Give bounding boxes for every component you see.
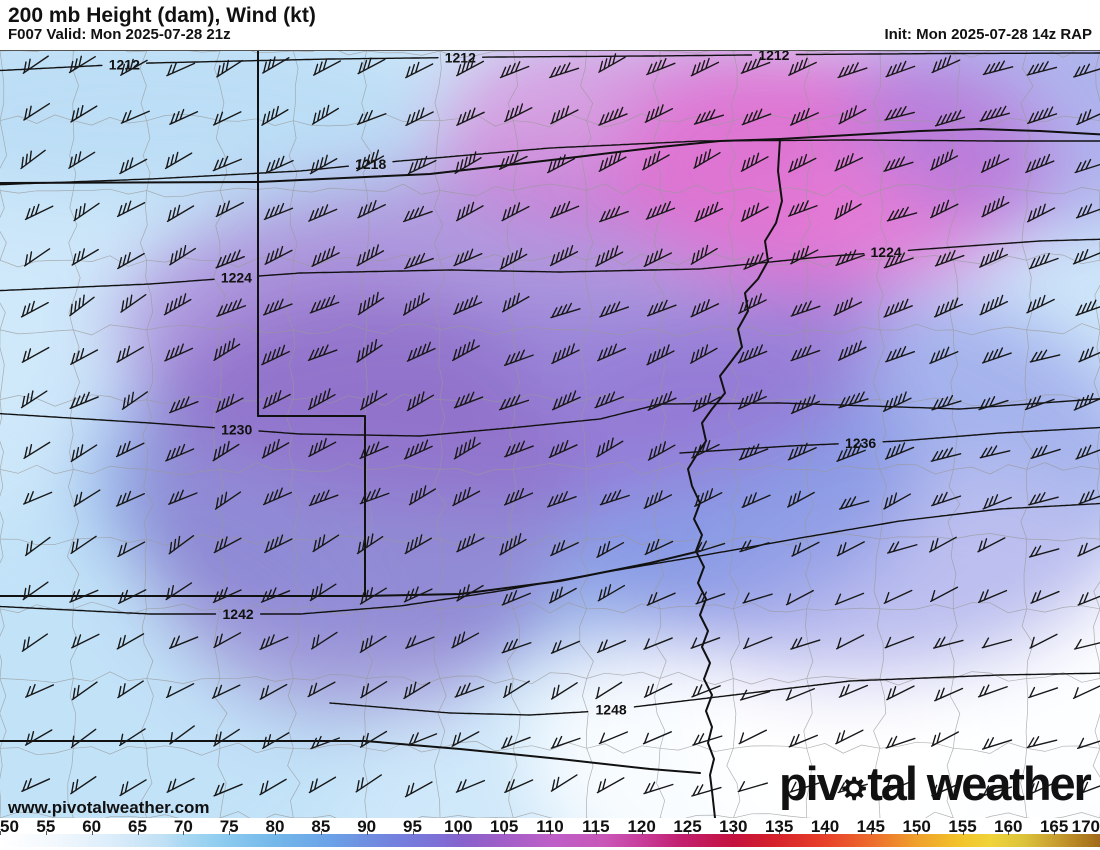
svg-text:1248: 1248 <box>596 702 627 718</box>
svg-text:1224: 1224 <box>221 270 252 286</box>
svg-text:1242: 1242 <box>223 606 254 622</box>
svg-text:1230: 1230 <box>221 421 252 437</box>
svg-text:1212: 1212 <box>445 51 476 66</box>
svg-text:1236: 1236 <box>845 435 876 451</box>
svg-text:pivotal weather: pivotal weather <box>779 760 1091 810</box>
svg-text:1212: 1212 <box>758 51 789 63</box>
svg-text:1224: 1224 <box>871 244 902 260</box>
